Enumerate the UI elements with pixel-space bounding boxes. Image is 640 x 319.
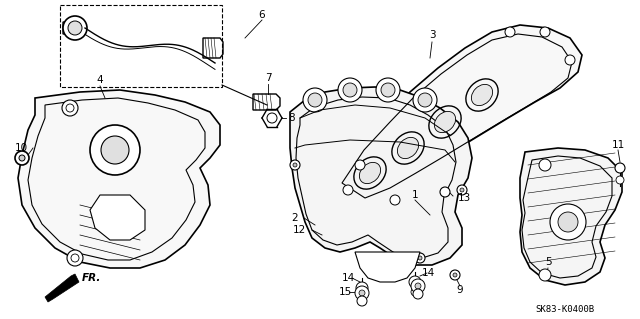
Circle shape [359, 290, 365, 296]
Circle shape [355, 286, 369, 300]
Ellipse shape [435, 111, 456, 133]
Polygon shape [63, 22, 80, 34]
Polygon shape [18, 90, 220, 268]
Circle shape [390, 195, 400, 205]
Text: 5: 5 [545, 257, 551, 267]
Circle shape [338, 78, 362, 102]
Circle shape [558, 212, 578, 232]
Text: 3: 3 [429, 30, 435, 40]
Circle shape [19, 155, 25, 161]
Circle shape [550, 204, 586, 240]
Circle shape [415, 253, 425, 263]
Circle shape [411, 279, 425, 293]
Circle shape [356, 282, 368, 294]
Circle shape [63, 16, 87, 40]
Circle shape [460, 188, 464, 192]
Circle shape [381, 83, 395, 97]
Circle shape [505, 27, 515, 37]
Text: 13: 13 [458, 193, 471, 203]
Circle shape [67, 250, 83, 266]
Circle shape [343, 83, 357, 97]
Text: 14: 14 [341, 273, 355, 283]
Circle shape [62, 100, 78, 116]
Circle shape [308, 93, 322, 107]
Circle shape [376, 78, 400, 102]
Text: FR.: FR. [82, 273, 101, 283]
Circle shape [358, 294, 366, 302]
Text: SK83-K0400B: SK83-K0400B [536, 306, 595, 315]
Polygon shape [335, 25, 582, 198]
Circle shape [565, 55, 575, 65]
Text: 8: 8 [288, 113, 294, 123]
Circle shape [415, 283, 421, 289]
Circle shape [343, 185, 353, 195]
Circle shape [615, 163, 625, 173]
Polygon shape [45, 274, 79, 302]
Circle shape [378, 256, 382, 260]
Circle shape [375, 253, 385, 263]
Circle shape [418, 256, 422, 260]
Text: 1: 1 [412, 190, 419, 200]
Circle shape [90, 125, 140, 175]
Circle shape [413, 289, 423, 299]
Text: 4: 4 [97, 75, 103, 85]
Circle shape [15, 151, 29, 165]
Text: 15: 15 [339, 287, 351, 297]
Circle shape [453, 273, 457, 277]
Polygon shape [90, 195, 145, 240]
Circle shape [413, 88, 437, 112]
Circle shape [101, 136, 129, 164]
Text: 11: 11 [611, 140, 625, 150]
Polygon shape [355, 252, 420, 282]
Circle shape [409, 276, 421, 288]
Circle shape [293, 163, 297, 167]
Text: 14: 14 [421, 268, 435, 278]
Polygon shape [203, 38, 223, 58]
Circle shape [440, 187, 450, 197]
Circle shape [290, 160, 300, 170]
Text: 12: 12 [292, 225, 306, 235]
Bar [60, 5, 222, 87]
Polygon shape [253, 94, 280, 110]
Polygon shape [520, 148, 622, 285]
Text: 9: 9 [457, 285, 463, 295]
Circle shape [303, 88, 327, 112]
Circle shape [267, 113, 277, 123]
Ellipse shape [397, 137, 419, 159]
Circle shape [457, 185, 467, 195]
Circle shape [68, 21, 82, 35]
Circle shape [539, 159, 551, 171]
Circle shape [616, 176, 624, 184]
Ellipse shape [360, 162, 381, 184]
Circle shape [357, 296, 367, 306]
Text: 7: 7 [265, 73, 271, 83]
Circle shape [71, 254, 79, 262]
Circle shape [66, 104, 74, 112]
Text: 2: 2 [291, 213, 298, 223]
Text: 10: 10 [15, 143, 28, 153]
Circle shape [411, 288, 419, 296]
Text: 6: 6 [259, 10, 266, 20]
Polygon shape [290, 87, 472, 265]
Circle shape [539, 269, 551, 281]
Circle shape [540, 27, 550, 37]
Ellipse shape [472, 85, 493, 106]
Circle shape [355, 160, 365, 170]
Circle shape [450, 270, 460, 280]
Circle shape [418, 93, 432, 107]
